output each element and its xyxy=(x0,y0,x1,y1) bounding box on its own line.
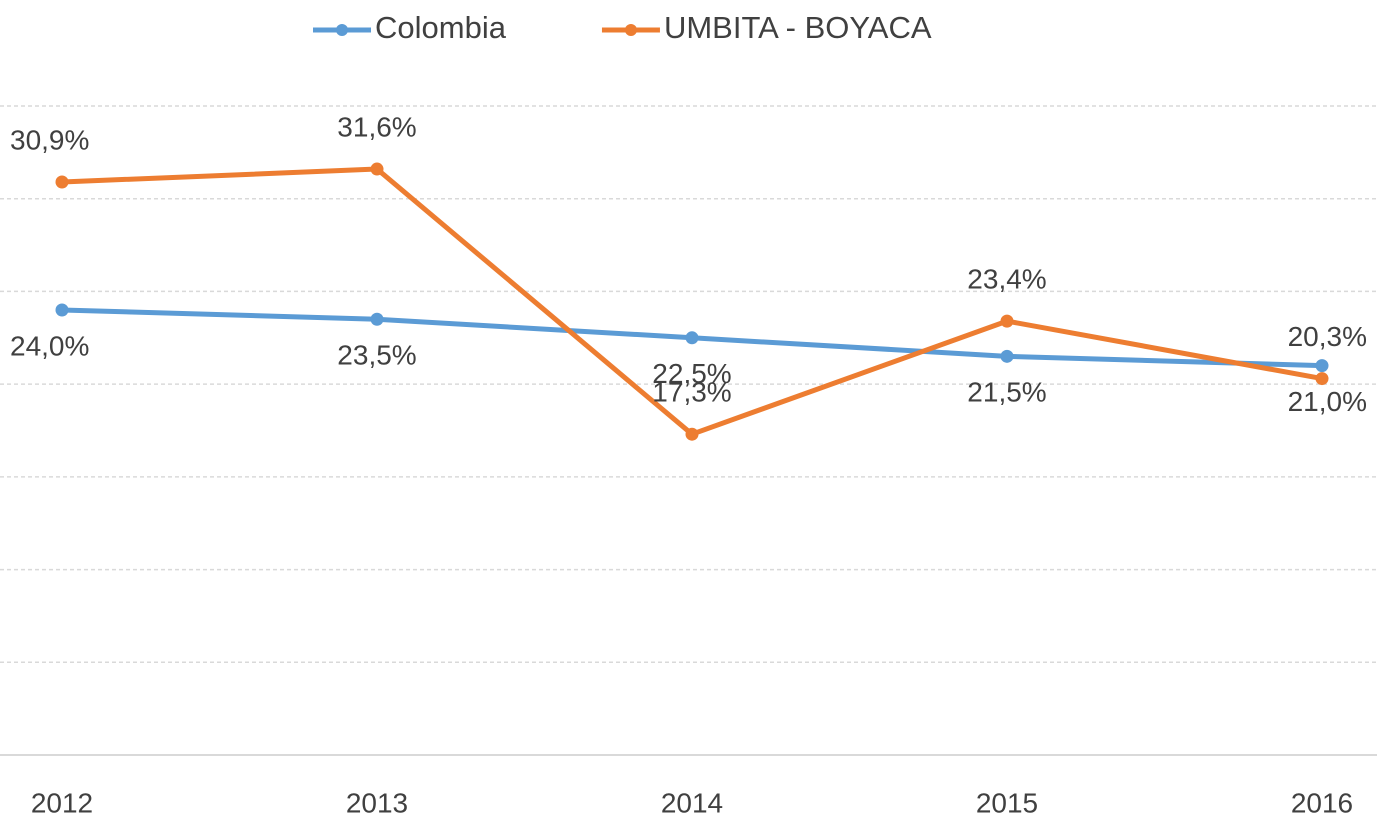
data-point xyxy=(370,312,384,326)
data-point xyxy=(1315,372,1329,386)
x-tick-label: 2016 xyxy=(1291,787,1353,818)
data-label: 23,4% xyxy=(967,263,1046,294)
x-tick-label: 2013 xyxy=(346,787,408,818)
data-point xyxy=(1315,359,1329,373)
x-tick-label: 2015 xyxy=(976,787,1038,818)
data-point xyxy=(55,175,69,189)
x-tick-label: 2012 xyxy=(31,787,93,818)
legend-marker xyxy=(336,24,348,36)
data-label: 22,5% xyxy=(652,358,731,389)
data-label: 21,5% xyxy=(967,377,1046,408)
legend-label: Colombia xyxy=(375,10,507,45)
x-tick-label: 2014 xyxy=(661,787,723,818)
legend-label: UMBITA - BOYACA xyxy=(664,10,932,45)
data-label: 30,9% xyxy=(10,124,89,155)
data-label: 24,0% xyxy=(10,330,89,361)
data-point xyxy=(1000,314,1014,328)
data-point xyxy=(370,162,384,176)
data-point xyxy=(1000,349,1014,363)
data-label: 23,5% xyxy=(337,340,416,371)
data-point xyxy=(685,427,699,441)
data-label: 17,3% xyxy=(652,377,731,408)
data-point xyxy=(685,331,699,345)
data-label: 20,3% xyxy=(1288,321,1367,352)
legend-marker xyxy=(624,24,637,36)
data-point xyxy=(55,303,69,317)
data-label: 31,6% xyxy=(337,111,416,142)
data-label: 21,0% xyxy=(1288,386,1367,417)
